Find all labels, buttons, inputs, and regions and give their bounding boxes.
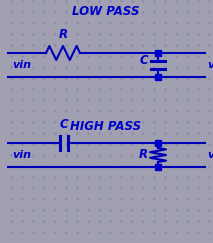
Text: LOW PASS: LOW PASS xyxy=(72,6,140,18)
Text: vin: vin xyxy=(12,60,31,70)
Text: C: C xyxy=(139,54,148,68)
Text: vout: vout xyxy=(207,150,213,160)
Text: HIGH PASS: HIGH PASS xyxy=(71,120,142,132)
Text: R: R xyxy=(139,148,148,162)
Text: C: C xyxy=(60,118,68,131)
Text: vout: vout xyxy=(207,60,213,70)
Text: R: R xyxy=(59,28,68,41)
Text: vin: vin xyxy=(12,150,31,160)
